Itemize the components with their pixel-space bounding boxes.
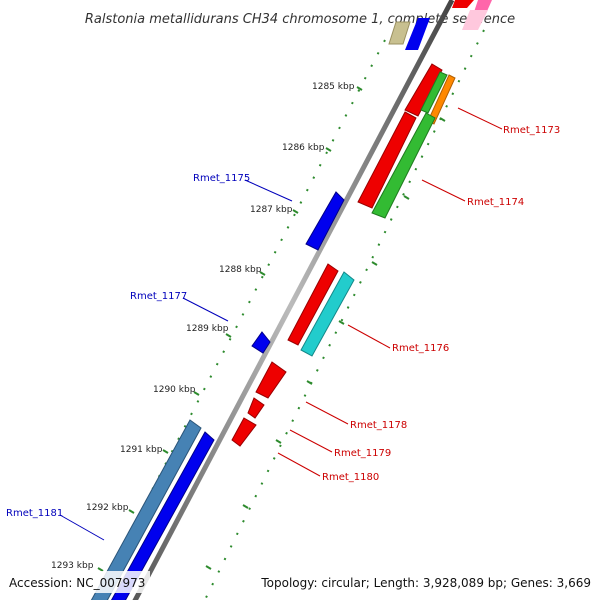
gene-label-rmet-1180[interactable]: Rmet_1180: [322, 472, 379, 483]
footer-accession: Accession: NC_007973: [9, 576, 145, 590]
gene-label-rmet-1178[interactable]: Rmet_1178: [350, 420, 407, 431]
kbp-label: 1292 kbp: [86, 503, 129, 513]
footer-summary-bg: [256, 571, 596, 593]
gene-label-rmet-1175[interactable]: Rmet_1175: [193, 173, 250, 184]
gene-arrow-rmet-1177: [251, 331, 271, 354]
gene-rmet-1174-arrows: [357, 111, 436, 219]
gene-arrow-red: [357, 111, 417, 209]
gene-label-rmet-1177[interactable]: Rmet_1177: [130, 291, 187, 302]
top-features: [388, 0, 492, 50]
gene-label-rmet-1181[interactable]: Rmet_1181: [6, 508, 63, 519]
gene-arrow-red: [287, 263, 339, 346]
leader-lines: [59, 107, 503, 541]
gene-label-rmet-1179[interactable]: Rmet_1179: [334, 448, 391, 459]
footer-summary: Topology: circular; Length: 3,928,089 bp…: [260, 576, 591, 590]
map-title: Ralstonia metallidurans CH34 chromosome …: [85, 12, 515, 27]
gene-arrow-green: [371, 112, 436, 219]
kbp-label: 1287 kbp: [250, 205, 293, 215]
gene-arrow-red-top: [452, 0, 474, 8]
gene-arrow-steelblue: [90, 419, 202, 600]
major-ticks: [97, 86, 363, 572]
gene-rmet-1181-arrows: [90, 419, 215, 600]
kbp-label: 1289 kbp: [186, 324, 229, 334]
gene-arrow-blue-top: [405, 18, 430, 50]
gene-arrow-lightpink-top: [462, 10, 488, 30]
kbp-label: 1285 kbp: [312, 82, 355, 92]
footer-accession-bg: [4, 571, 150, 593]
kbp-label: 1288 kbp: [219, 265, 262, 275]
gene-arrow-cyan: [300, 271, 355, 357]
kbp-label: 1290 kbp: [153, 385, 196, 395]
kbp-label: 1286 kbp: [282, 143, 325, 153]
gene-rmet-1173-arrows: [404, 63, 456, 125]
gene-arrow-rmet-1179: [247, 397, 265, 419]
gene-arrow-green-small: [420, 71, 448, 114]
kbp-labels: 1285 kbp 1286 kbp 1287 kbp 1288 kbp 1289…: [51, 82, 355, 571]
gene-arrow-blue: [110, 431, 215, 600]
kbp-label: 1291 kbp: [120, 445, 163, 455]
chromosome-backbone: [132, 0, 455, 600]
gene-label-rmet-1176[interactable]: Rmet_1176: [392, 343, 449, 354]
gene-label-rmet-1173[interactable]: Rmet_1173: [503, 125, 560, 136]
gene-arrow-red: [404, 63, 443, 117]
kbp-label: 1293 kbp: [51, 561, 94, 571]
gene-arrow-rmet-1175: [305, 191, 345, 251]
gene-arrow-rmet-1178: [255, 361, 287, 399]
gene-label-rmet-1174[interactable]: Rmet_1174: [467, 197, 524, 208]
gene-rmet-1176-arrows: [287, 263, 355, 357]
gene-arrow-rmet-1180: [231, 417, 257, 447]
tick-track-inner: [94, 39, 386, 600]
outer-major-ticks: [205, 117, 446, 570]
gene-arrow-orange: [427, 74, 456, 125]
gene-labels: Rmet_1173 Rmet_1174 Rmet_1175 Rmet_1176 …: [6, 125, 560, 519]
gene-arrow-olive: [388, 21, 411, 45]
tick-track-outer: [203, 29, 485, 600]
